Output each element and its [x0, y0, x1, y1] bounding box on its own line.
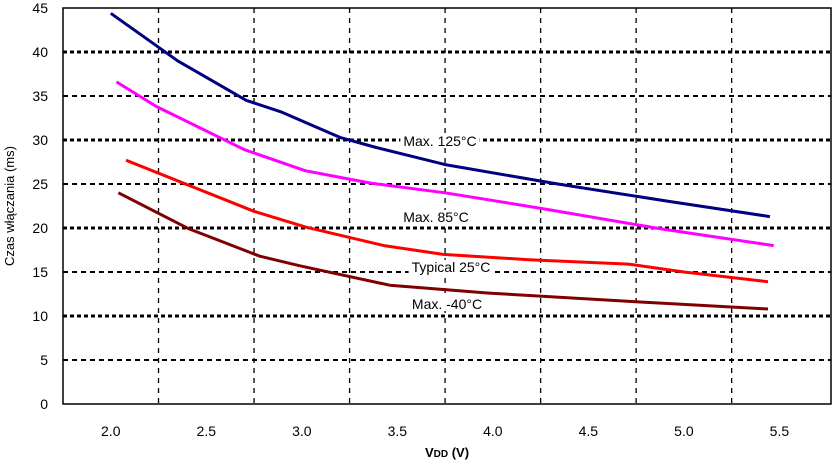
series-line-2 [125, 158, 769, 284]
x-axis-title-unit: (V) [448, 445, 469, 460]
x-tick-label: 5.0 [674, 423, 694, 439]
series-line-3 [117, 191, 769, 311]
plot-frame [62, 7, 832, 405]
series-line-1 [115, 80, 774, 248]
x-tick-label: 2.5 [197, 423, 217, 439]
series-lines [109, 12, 774, 311]
x-tick-label: 4.5 [579, 423, 599, 439]
y-tick-label: 0 [40, 396, 48, 412]
series-label-3: Max. -40°C [412, 296, 482, 312]
series-label-bg [400, 134, 480, 148]
y-tick-label: 10 [32, 308, 48, 324]
series-label-1: Max. 85°C [403, 209, 469, 225]
series-label-bg [400, 210, 472, 224]
y-tick-label: 35 [32, 88, 48, 104]
series-label-0: Max. 125°C [403, 133, 476, 149]
y-tick-label: 5 [40, 352, 48, 368]
x-axis-title: VDD (V) [425, 445, 469, 460]
y-tick-label: 45 [32, 0, 48, 16]
y-tick-label: 25 [32, 176, 48, 192]
y-axis-title: Czas włączania (ms) [2, 146, 17, 266]
series-label-bg [408, 260, 494, 274]
x-axis-ticks: 2.0 2.5 3.0 3.5 4.0 4.5 5.0 5.5 [101, 423, 789, 439]
series-label-2: Typical 25°C [412, 259, 491, 275]
x-axis-title-main: V [425, 445, 434, 460]
y-tick-label: 40 [32, 44, 48, 60]
y-tick-label: 30 [32, 132, 48, 148]
x-tick-label: 4.0 [483, 423, 503, 439]
grid [63, 8, 831, 404]
y-axis-ticks: 0 5 10 15 20 25 30 35 40 45 [32, 0, 48, 412]
x-tick-label: 2.0 [101, 423, 121, 439]
series-line-0 [109, 12, 771, 219]
series-label-bg [408, 297, 486, 311]
y-tick-label: 15 [32, 264, 48, 280]
x-tick-label: 3.5 [388, 423, 408, 439]
series-labels: Max. 125°C Max. 85°C Typical 25°C Max. -40°… [400, 133, 494, 312]
y-tick-label: 20 [32, 220, 48, 236]
x-tick-label: 3.0 [292, 423, 312, 439]
x-tick-label: 5.5 [770, 423, 790, 439]
x-axis-title-sub: DD [434, 449, 448, 460]
